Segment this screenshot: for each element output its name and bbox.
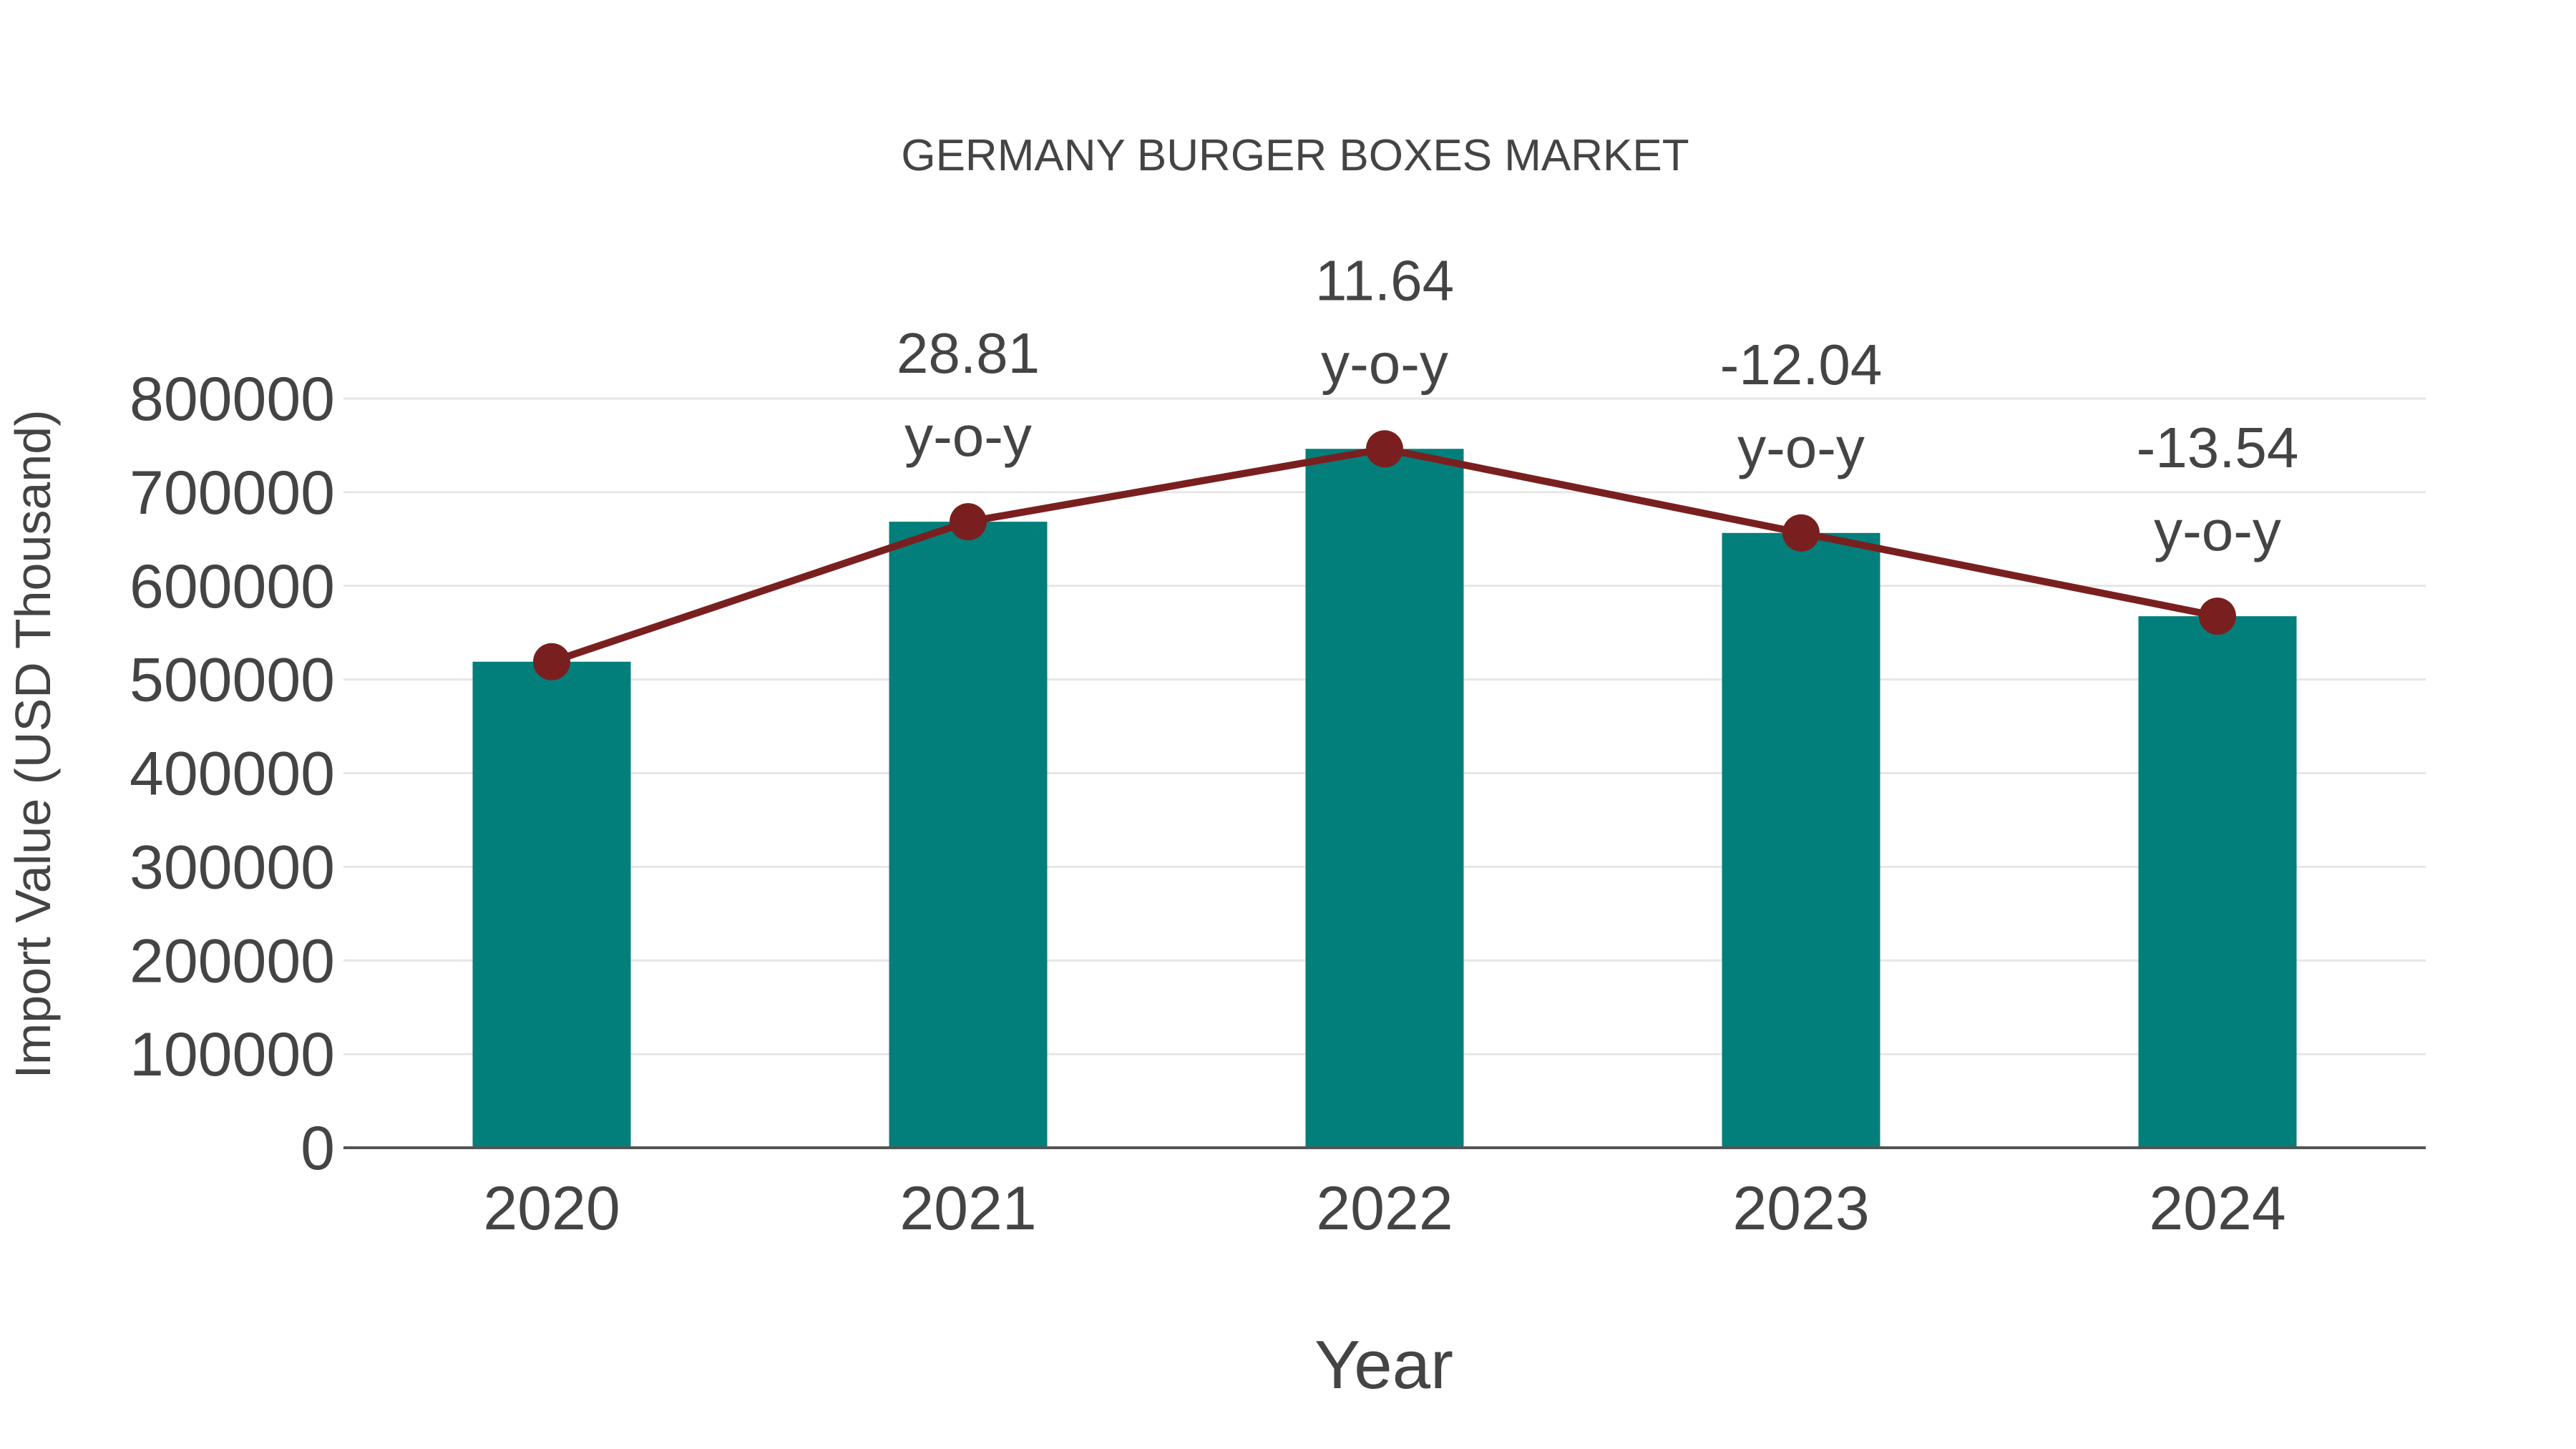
point-marker-2020 — [533, 643, 570, 680]
point-marker-2024 — [2199, 597, 2236, 635]
bar-2023 — [1722, 532, 1880, 1148]
y-axis-ticks: 0 100000 200000 300000 400000 500000 600000 700… — [130, 365, 335, 1183]
chart-title: GERMANY BURGER BOXES MARKET — [901, 131, 1689, 180]
x-tick-label: 2023 — [1732, 1174, 1869, 1243]
y-tick-label: 0 — [301, 1114, 335, 1183]
bar-series — [472, 449, 2297, 1148]
y-tick-label: 800000 — [130, 365, 335, 434]
x-tick-label: 2022 — [1316, 1174, 1453, 1243]
y-tick-label: 700000 — [130, 459, 335, 527]
y-tick-label: 600000 — [130, 552, 335, 621]
y-axis-label: Import Value (USD Thousand) — [5, 409, 61, 1078]
point-marker-2022 — [1366, 430, 1403, 468]
bar-2020 — [472, 661, 631, 1148]
x-axis-label: Year — [1314, 1327, 1453, 1403]
y-tick-label: 200000 — [130, 927, 335, 995]
y-tick-label: 300000 — [130, 833, 335, 902]
yoy-value: 11.64 — [1315, 248, 1454, 312]
yoy-suffix: y-o-y — [1737, 416, 1865, 479]
bar-2021 — [889, 522, 1048, 1148]
yoy-suffix: y-o-y — [1321, 331, 1448, 395]
x-tick-label: 2021 — [899, 1174, 1036, 1243]
yoy-suffix: y-o-y — [2154, 499, 2281, 562]
bar-2024 — [2138, 616, 2297, 1148]
point-marker-2023 — [1782, 514, 1820, 552]
y-tick-label: 400000 — [130, 740, 335, 809]
yoy-value: 28.81 — [897, 321, 1040, 385]
x-tick-label: 2024 — [2149, 1174, 2285, 1243]
x-tick-label: 2020 — [483, 1174, 620, 1243]
y-tick-label: 500000 — [130, 646, 335, 715]
y-tick-label: 100000 — [130, 1020, 335, 1089]
yoy-annotations: 28.81 y-o-y 11.64 y-o-y -12.04 y-o-y -13.54 y-o… — [897, 248, 2299, 562]
yoy-suffix: y-o-y — [904, 404, 1032, 468]
point-marker-2021 — [950, 503, 987, 541]
bar-2022 — [1305, 449, 1464, 1148]
x-axis-ticks: 2020 2021 2022 2023 2024 — [483, 1174, 2285, 1243]
line-series — [533, 430, 2236, 680]
yoy-value: -12.04 — [1720, 333, 1883, 396]
yoy-value: -13.54 — [2137, 416, 2299, 479]
